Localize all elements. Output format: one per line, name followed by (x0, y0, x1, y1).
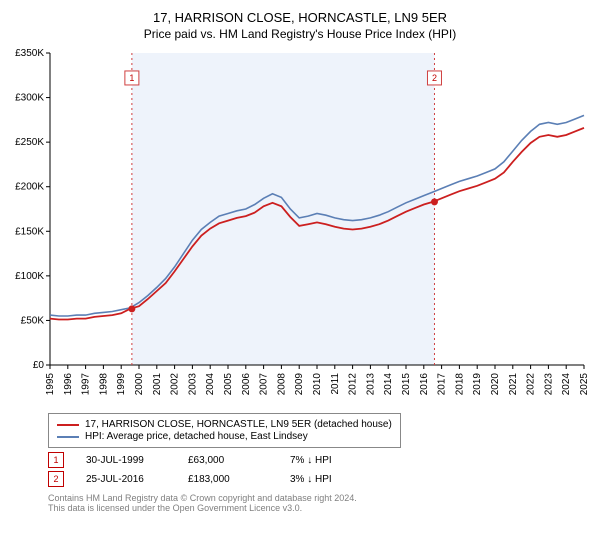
series-marker (431, 198, 438, 205)
y-tick-label: £350K (15, 48, 44, 59)
tx-delta: 7% ↓ HPI (290, 455, 370, 466)
x-tick-label: 2023 (543, 373, 554, 396)
tx-price: £183,000 (188, 474, 268, 485)
x-tick-label: 2004 (205, 373, 216, 396)
x-tick-label: 2019 (472, 373, 483, 396)
marker-badge-num: 2 (432, 73, 437, 83)
x-tick-label: 2008 (276, 373, 287, 396)
x-tick-label: 2003 (187, 373, 198, 396)
footer-attribution: Contains HM Land Registry data © Crown c… (48, 493, 584, 513)
legend: 17, HARRISON CLOSE, HORNCASTLE, LN9 5ER … (48, 413, 401, 448)
x-tick-label: 2017 (437, 373, 448, 396)
chart-area: £0 £50K £100K £150K £200K £250K £300K £350K 1995… (8, 47, 592, 407)
x-tick-label: 2018 (454, 373, 465, 396)
x-tick-label: 2013 (365, 373, 376, 396)
x-tick-label: 2010 (312, 373, 323, 396)
footer-line2: This data is licensed under the Open Gov… (48, 503, 584, 513)
x-tick-label: 2020 (490, 373, 501, 396)
x-tick-label: 2000 (134, 373, 145, 396)
legend-row: 17, HARRISON CLOSE, HORNCASTLE, LN9 5ER … (57, 419, 392, 430)
y-tick-label: £250K (15, 137, 44, 148)
y-tick-label: £300K (15, 93, 44, 104)
x-tick-label: 1998 (98, 373, 109, 396)
y-tick-label: £0 (33, 360, 45, 371)
x-tick-label: 2022 (526, 373, 537, 396)
x-tick-label: 2011 (330, 373, 341, 395)
x-tick-label: 2024 (561, 373, 572, 396)
transaction-row: 2 25-JUL-2016 £183,000 3% ↓ HPI (48, 471, 584, 487)
x-tick-label: 1996 (63, 373, 74, 396)
y-tick-label: £150K (15, 226, 44, 237)
line-chart-svg: £0 £50K £100K £150K £200K £250K £300K £350K 1995… (8, 47, 592, 407)
x-tick-label: 2015 (401, 373, 412, 396)
tx-date: 25-JUL-2016 (86, 474, 166, 485)
tx-price: £63,000 (188, 455, 268, 466)
x-tick-label: 2002 (170, 373, 181, 396)
x-tick-label: 1995 (45, 373, 56, 396)
x-tick-label: 2006 (241, 373, 252, 396)
x-tick-label: 2009 (294, 373, 305, 396)
marker-badge-num: 1 (129, 73, 134, 83)
y-tick-label: £50K (21, 315, 45, 326)
transaction-row: 1 30-JUL-1999 £63,000 7% ↓ HPI (48, 452, 584, 468)
legend-swatch (57, 436, 79, 438)
x-tick-label: 2001 (152, 373, 163, 396)
tx-badge: 1 (48, 452, 64, 468)
x-tick-label: 2021 (508, 373, 519, 396)
chart-title-line2: Price paid vs. HM Land Registry's House … (8, 27, 592, 41)
y-tick-label: £100K (15, 271, 44, 282)
x-tick-label: 2014 (383, 373, 394, 396)
x-tick-label: 2012 (348, 373, 359, 396)
tx-badge: 2 (48, 471, 64, 487)
x-tick-label: 1999 (116, 373, 127, 396)
tx-delta: 3% ↓ HPI (290, 474, 370, 485)
footer-line1: Contains HM Land Registry data © Crown c… (48, 493, 584, 503)
x-tick-label: 1997 (81, 373, 92, 396)
chart-title-line1: 17, HARRISON CLOSE, HORNCASTLE, LN9 5ER (8, 10, 592, 25)
series-marker (128, 305, 135, 312)
x-tick-label: 2025 (579, 373, 590, 396)
transaction-table: 1 30-JUL-1999 £63,000 7% ↓ HPI 2 25-JUL-2016 £… (48, 452, 584, 487)
legend-row: HPI: Average price, detached house, East… (57, 431, 392, 442)
legend-label: HPI: Average price, detached house, East… (85, 431, 308, 442)
tx-date: 30-JUL-1999 (86, 455, 166, 466)
x-tick-label: 2007 (259, 373, 270, 396)
x-tick-label: 2016 (419, 373, 430, 396)
legend-swatch (57, 424, 79, 426)
y-tick-label: £200K (15, 182, 44, 193)
x-tick-label: 2005 (223, 373, 234, 396)
legend-label: 17, HARRISON CLOSE, HORNCASTLE, LN9 5ER … (85, 419, 392, 430)
